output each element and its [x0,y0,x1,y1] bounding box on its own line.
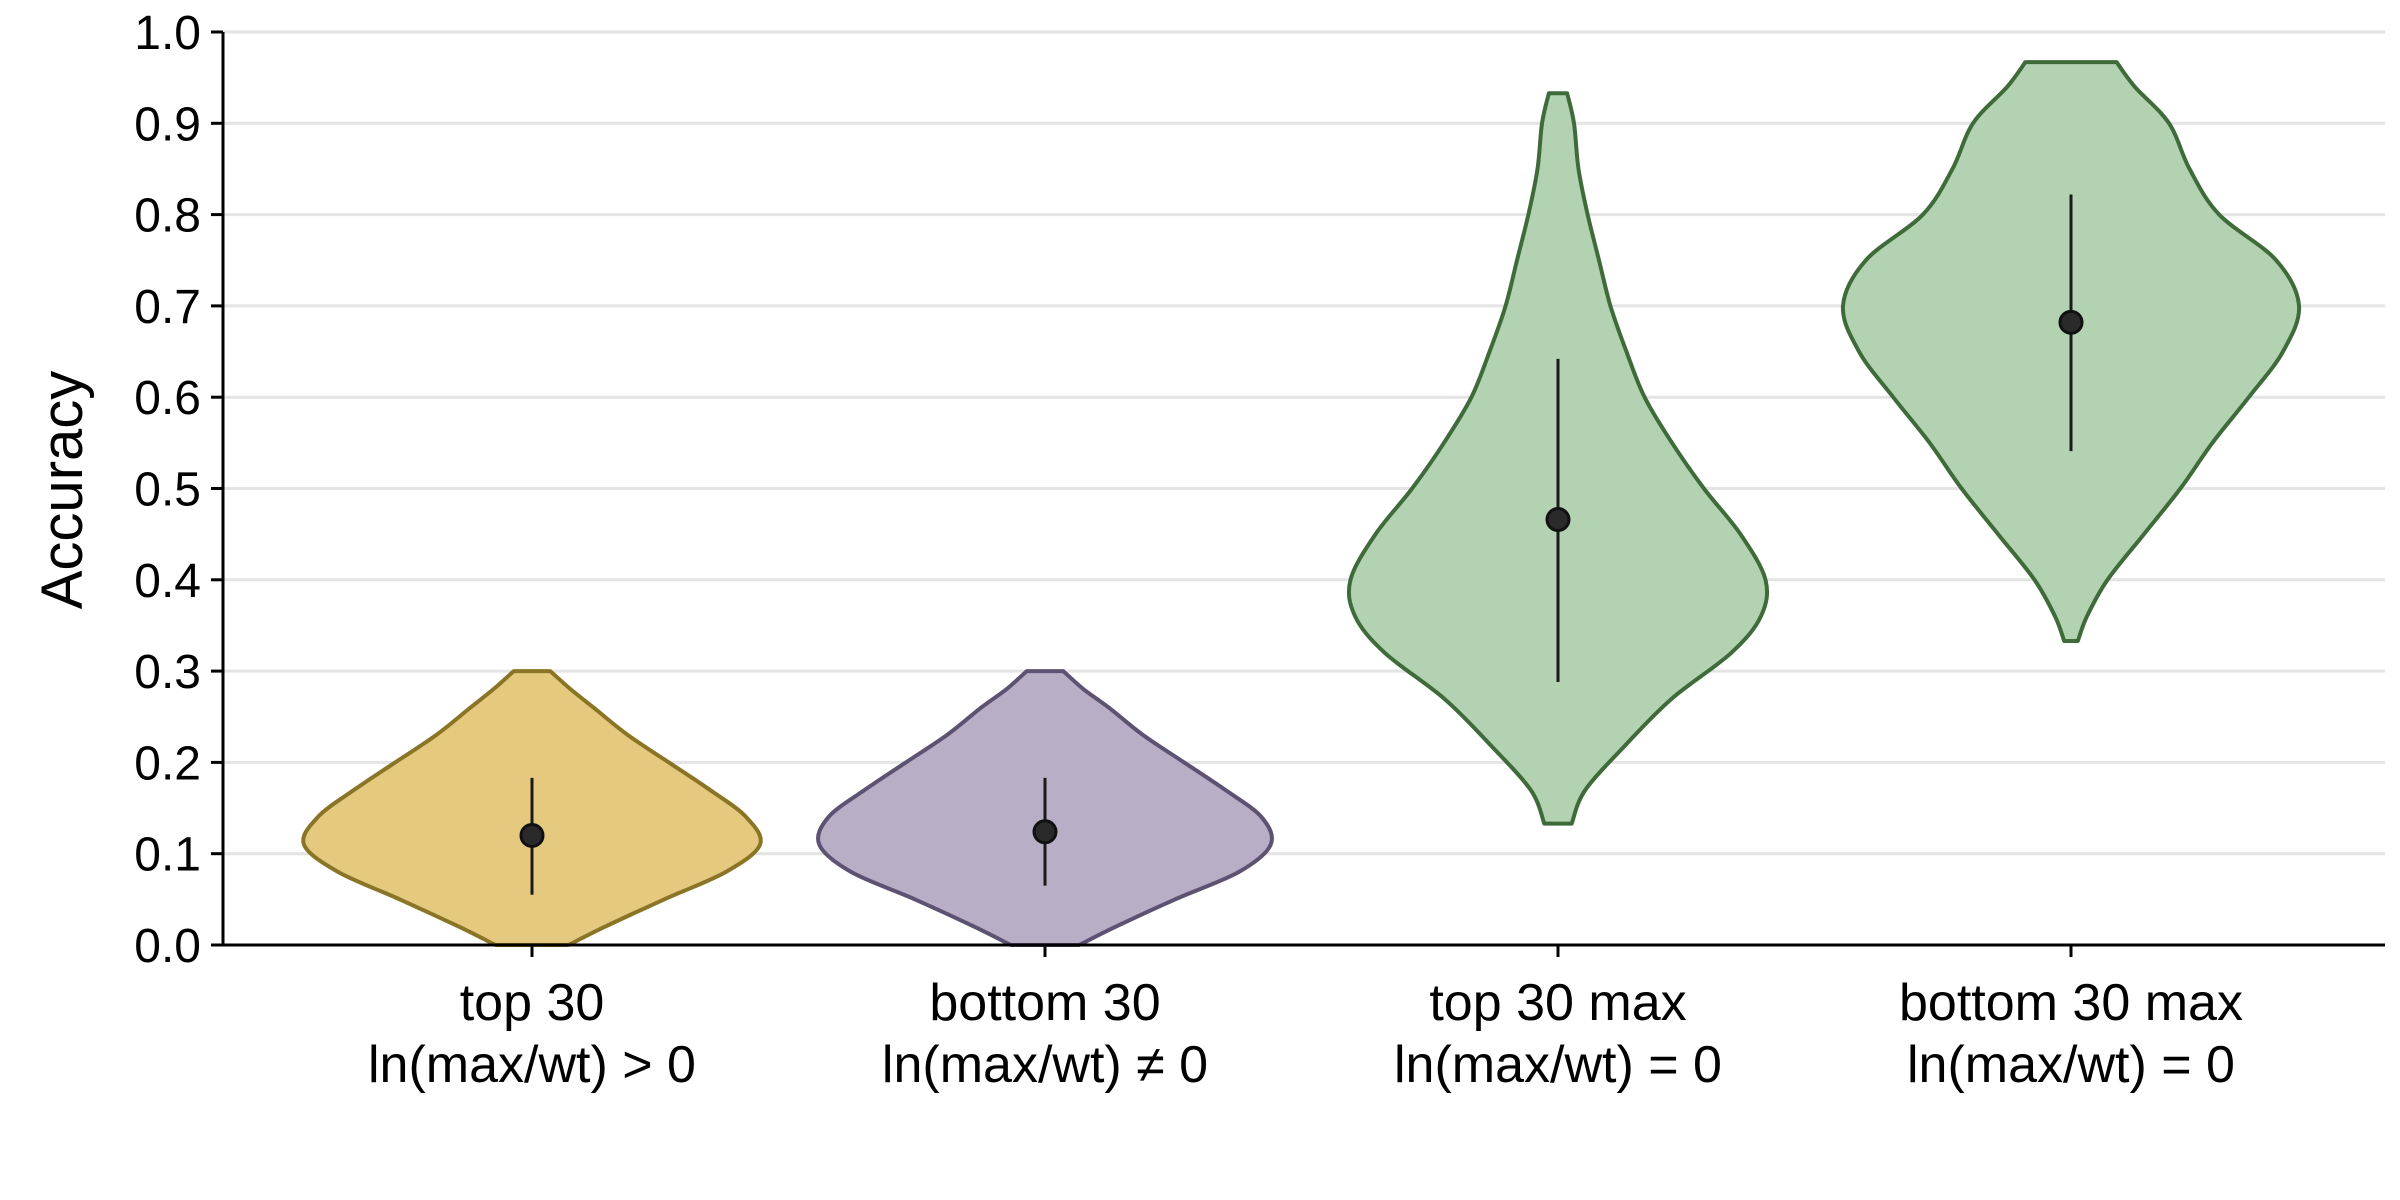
y-tick-label: 0.9 [134,98,201,151]
y-tick-label: 0.7 [134,281,201,334]
y-tick-label: 0.5 [134,464,201,517]
x-category-label-line2: ln(max/wt) = 0 [1394,1036,1722,1094]
y-tick-label: 0.6 [134,372,201,425]
x-category-label-line1: top 30 [460,974,605,1032]
x-category-label-line2: ln(max/wt) ≠ 0 [882,1036,1208,1094]
violin-3 [1346,91,1770,826]
y-axis-title: Accuracy [30,371,95,610]
mean-point [1545,507,1571,533]
x-category-label-line2: ln(max/wt) = 0 [1907,1036,2235,1094]
x-category-label-line1: bottom 30 max [1899,974,2243,1032]
violins [301,60,2302,947]
violin-1 [301,669,763,947]
x-category-label-line1: bottom 30 [929,974,1160,1032]
y-tick-label: 0.1 [134,829,201,882]
x-category-label-line1: top 30 max [1429,974,1686,1032]
y-tick-label: 1.0 [134,7,201,60]
violin-2 [816,669,1274,947]
y-tick-label: 0.2 [134,737,201,790]
y-tick-label: 0.8 [134,190,201,243]
mean-point [2058,309,2084,335]
y-tick-label: 0.3 [134,646,201,699]
mean-point [519,822,545,848]
y-tick-label: 0.0 [134,920,201,973]
violin-4 [1840,60,2302,643]
y-ticks: 0.0 0.1 0.2 0.3 0.4 0.5 0.6 0.7 0.8 0.9 1.0 [134,7,223,973]
mean-point [1032,819,1058,845]
y-tick-label: 0.4 [134,555,201,608]
x-category-label-line2: ln(max/wt) > 0 [368,1036,696,1094]
